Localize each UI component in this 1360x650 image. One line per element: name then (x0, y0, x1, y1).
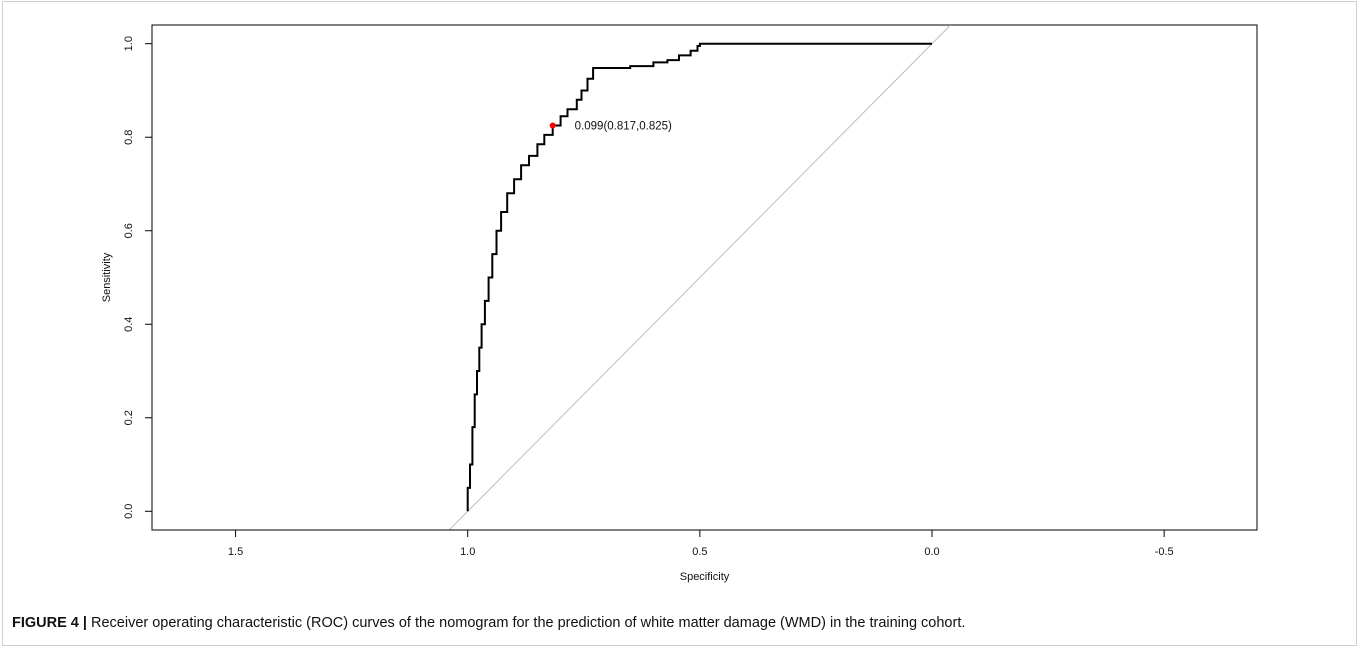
threshold-point-marker (549, 122, 556, 129)
figure-caption: FIGURE 4 | Receiver operating characteri… (12, 613, 1347, 633)
x-tick-label: 1.5 (228, 546, 243, 558)
x-axis-label: Specificity (680, 571, 730, 583)
roc-curve (466, 42, 932, 512)
x-tick-label: 1.0 (460, 546, 475, 558)
y-tick-label: 0.0 (123, 504, 135, 519)
y-tick-label: 0.8 (123, 130, 135, 145)
y-tick-label: 0.4 (123, 317, 135, 332)
threshold-point-label: 0.099(0.817,0.825) (575, 121, 672, 133)
x-tick-label: 0.0 (924, 546, 939, 558)
y-tick-label: 1.0 (123, 36, 135, 51)
plot-box (151, 24, 1258, 531)
y-axis-label: Sensitivity (101, 252, 113, 302)
y-tick-label: 0.6 (123, 223, 135, 238)
diagonal-reference-line (448, 25, 951, 530)
caption-label: FIGURE 4 | (12, 615, 87, 631)
x-tick-label: -0.5 (1155, 546, 1174, 558)
caption-text: Receiver operating characteristic (ROC) … (86, 615, 966, 631)
y-tick-label: 0.2 (123, 410, 135, 425)
x-tick-label: 0.5 (692, 546, 707, 558)
roc-chart: 1.5 1.0 0.5 0.0 -0.5 0.0 0.2 0.4 0.6 0.8 1.0 Specif… (101, 24, 1258, 583)
